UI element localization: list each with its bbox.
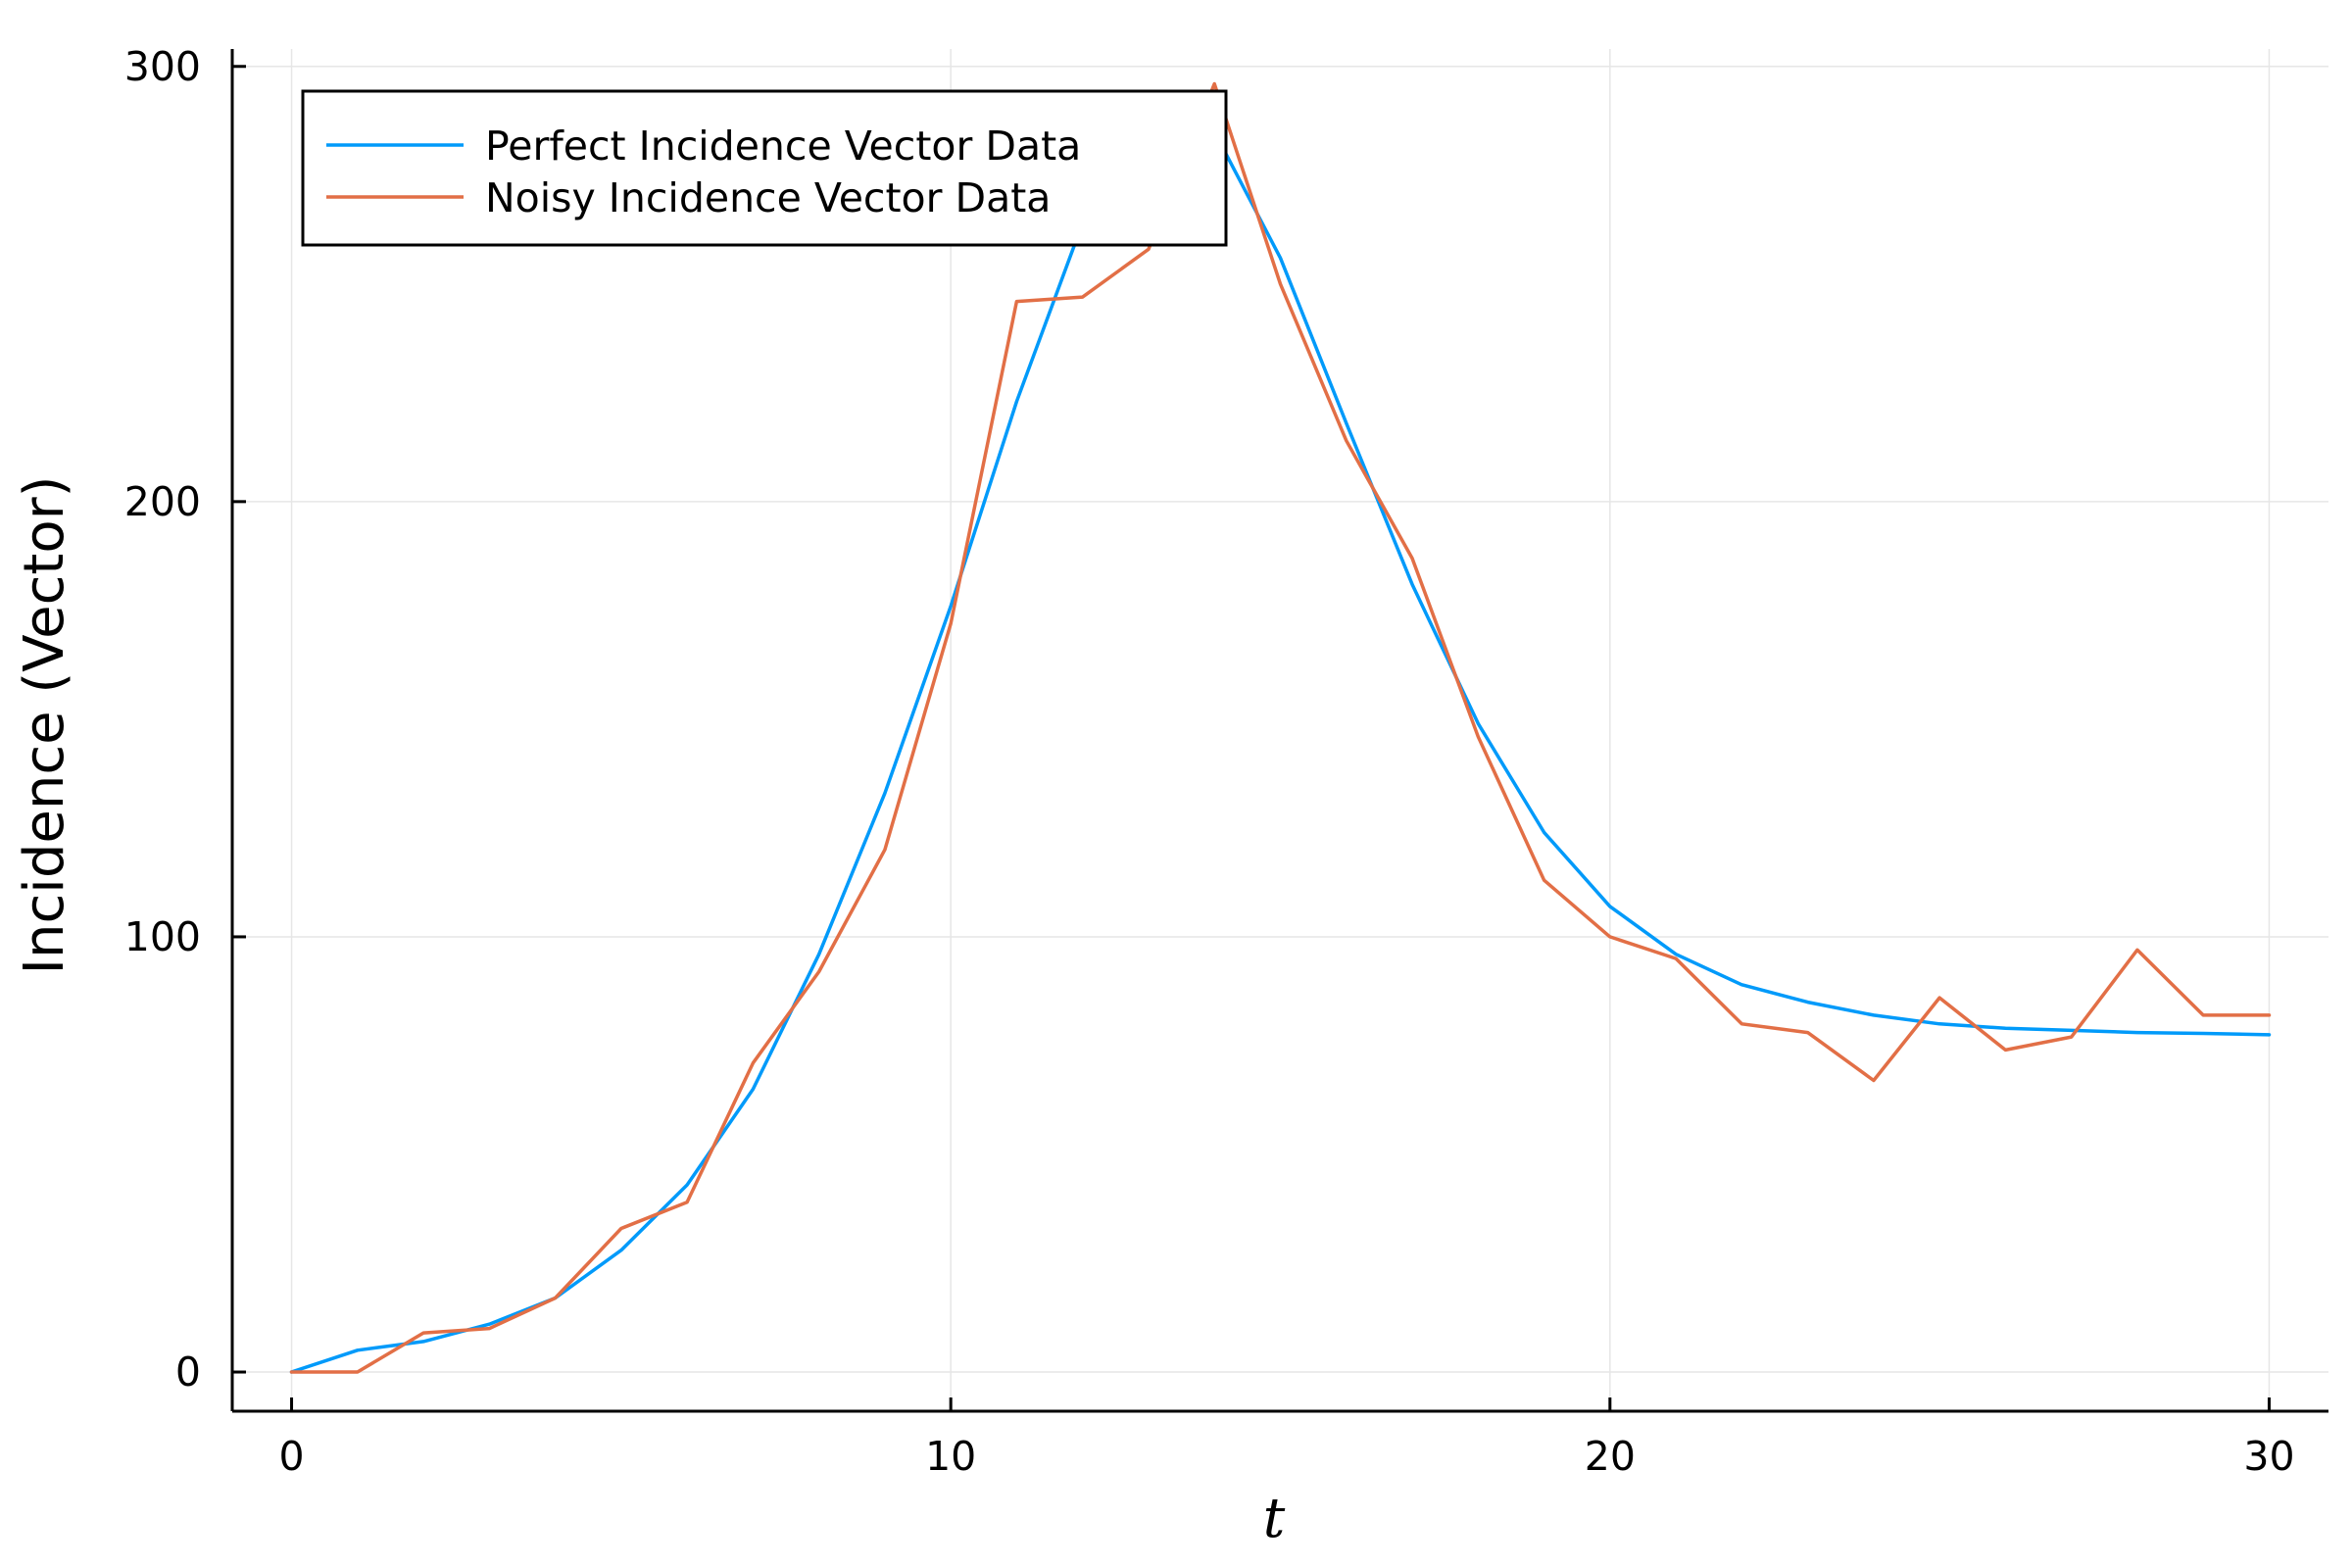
y-tick-label-300: 300 — [124, 43, 201, 90]
x-axis-label: t — [1263, 1487, 1286, 1550]
axes — [230, 49, 2328, 1413]
y-tick-label-200: 200 — [124, 478, 201, 525]
series-line-2 — [289, 81, 2272, 1374]
legend-box — [301, 89, 1228, 247]
series-line-1 — [289, 125, 2272, 1374]
y-tick-label-0: 0 — [175, 1348, 201, 1396]
series-lines — [289, 81, 2272, 1374]
x-tick-label-10: 10 — [925, 1433, 976, 1480]
y-axis-label: Incidence (Vector) — [13, 475, 76, 974]
x-tick-label-30: 30 — [2243, 1433, 2294, 1480]
y-tick-label-100: 100 — [124, 913, 201, 960]
legend-label-1: Perfect Incidence Vector Data — [485, 122, 1081, 170]
legend-label-2: Noisy Incidence Vector Data — [485, 174, 1051, 221]
grid — [232, 49, 2328, 1411]
x-tick-label-0: 0 — [278, 1433, 304, 1480]
x-tick-label-20: 20 — [1585, 1433, 1636, 1480]
